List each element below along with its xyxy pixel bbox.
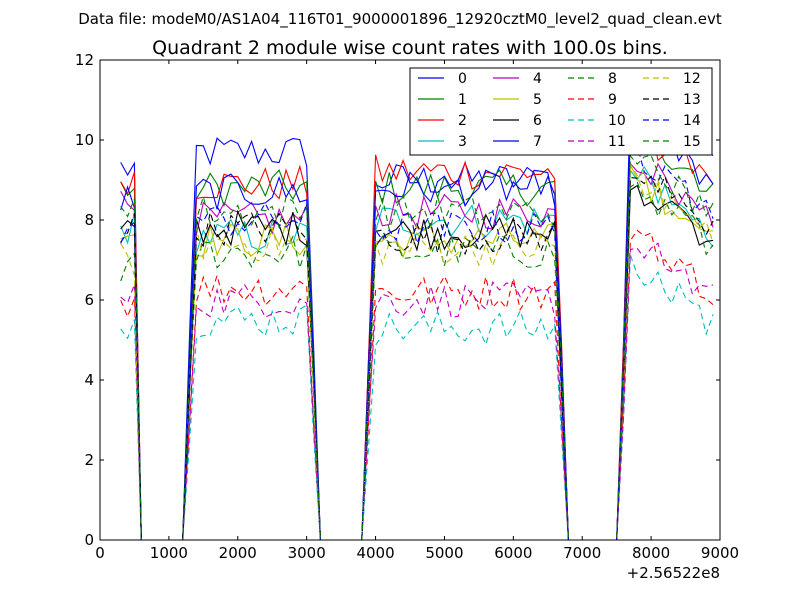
series-line-8 — [120, 181, 714, 541]
x-tick-label: 0 — [95, 544, 105, 562]
plot-lines — [120, 86, 714, 541]
legend-label-15: 15 — [683, 134, 701, 150]
chart-title: Quadrant 2 module wise count rates with … — [152, 37, 668, 59]
legend-label-11: 11 — [608, 134, 626, 150]
legend-label-1: 1 — [458, 92, 467, 108]
y-tick-label: 2 — [84, 451, 94, 469]
legend-label-3: 3 — [458, 134, 467, 150]
legend-label-7: 7 — [533, 134, 542, 150]
x-tick-label: 7000 — [563, 544, 601, 562]
x-tick-label: 5000 — [425, 544, 463, 562]
legend-label-10: 10 — [608, 113, 626, 129]
series-line-11 — [120, 242, 714, 541]
legend-label-14: 14 — [683, 113, 701, 129]
x-tick-label: 4000 — [356, 544, 394, 562]
legend-label-5: 5 — [533, 92, 542, 108]
axis-ticks: 0 1000 2000 3000 4000 5000 6000 7000 8000 9000 0 2 4… — [75, 51, 739, 562]
x-tick-label: 3000 — [288, 544, 326, 562]
x-tick-label: 1000 — [150, 544, 188, 562]
y-tick-label: 4 — [84, 371, 94, 389]
legend-label-13: 13 — [683, 92, 701, 108]
legend-label-9: 9 — [608, 92, 617, 108]
y-tick-label: 6 — [84, 291, 94, 309]
legend-label-6: 6 — [533, 113, 542, 129]
chart-suptitle: Data file: modeM0/AS1A04_116T01_90000018… — [78, 10, 722, 29]
y-tick-label: 0 — [84, 531, 94, 549]
legend-label-8: 8 — [608, 71, 617, 87]
legend-label-0: 0 — [458, 71, 467, 87]
x-tick-label: 6000 — [494, 544, 532, 562]
y-tick-label: 10 — [75, 131, 94, 149]
legend-label-2: 2 — [458, 113, 467, 129]
x-offset-label: +2.56522e8 — [627, 564, 720, 582]
x-tick-label: 9000 — [701, 544, 739, 562]
y-tick-label: 12 — [75, 51, 94, 69]
y-tick-label: 8 — [84, 211, 94, 229]
legend-label-4: 4 — [533, 71, 542, 87]
x-tick-label: 2000 — [219, 544, 257, 562]
x-tick-label: 8000 — [632, 544, 670, 562]
legend-frame — [409, 67, 713, 156]
legend-label-12: 12 — [683, 71, 701, 87]
series-line-9 — [120, 229, 714, 541]
